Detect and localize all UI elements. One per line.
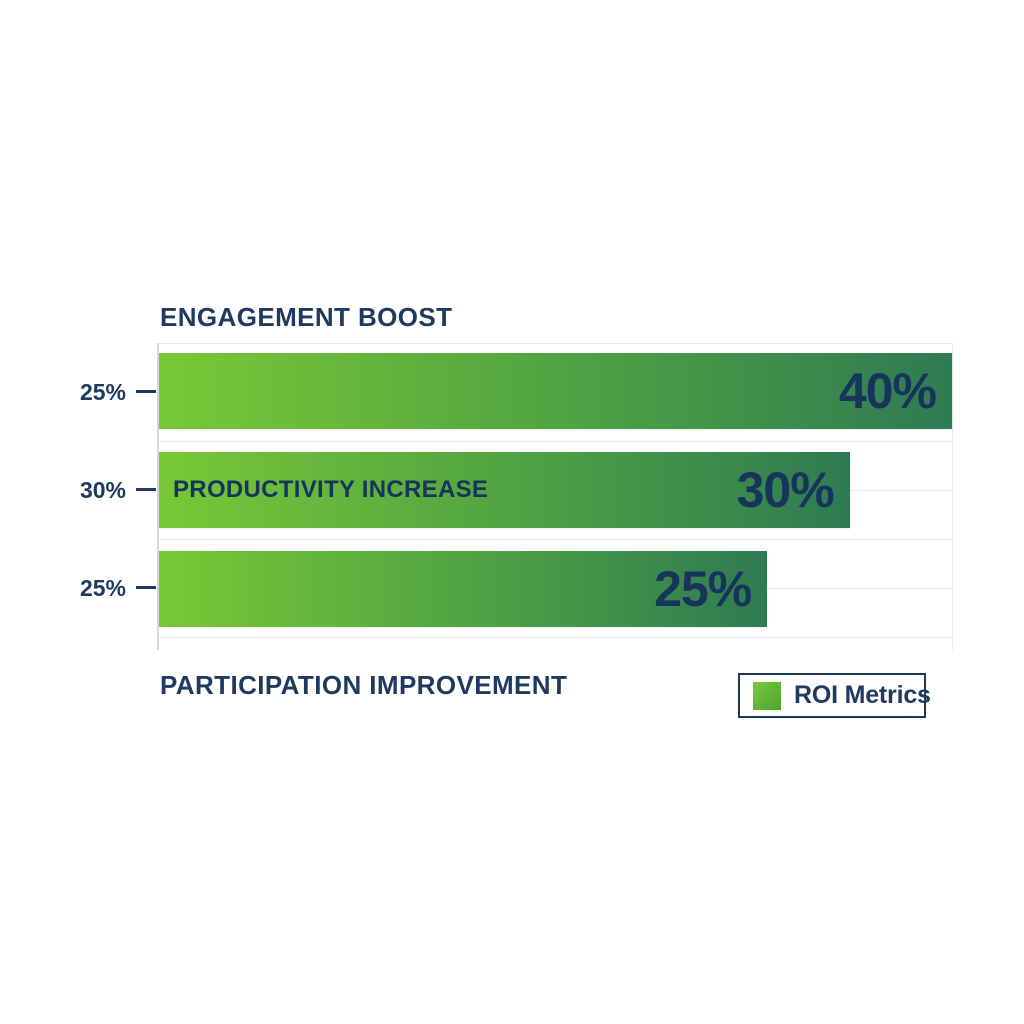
bar-engagement-boost: 40% bbox=[159, 353, 952, 429]
y-axis-tick-mark bbox=[136, 390, 156, 393]
y-axis-tick-mark bbox=[136, 586, 156, 589]
bar-value-label: 30% bbox=[736, 462, 835, 518]
bar-value-label: 40% bbox=[838, 363, 937, 419]
chart-title: ENGAGEMENT BOOST bbox=[160, 302, 453, 332]
legend-swatch-icon bbox=[753, 681, 781, 710]
bar-participation-improvement: 25% bbox=[159, 551, 768, 627]
plot-area: 40% PRODUCTIVITY INCREASE 30% 25% bbox=[157, 343, 953, 650]
y-axis-tick-label: 25% bbox=[79, 379, 126, 405]
bar-category-label: PRODUCTIVITY INCREASE bbox=[173, 476, 489, 503]
bottom-category-label: PARTICIPATION IMPROVEMENT bbox=[160, 670, 568, 700]
y-axis-tick-label: 30% bbox=[79, 477, 126, 503]
y-axis-tick-mark bbox=[136, 488, 156, 491]
bar-productivity-increase: PRODUCTIVITY INCREASE 30% bbox=[159, 452, 850, 528]
legend-label: ROI Metrics bbox=[794, 681, 931, 709]
legend: ROI Metrics bbox=[738, 673, 931, 718]
y-axis-tick-label: 25% bbox=[79, 575, 126, 601]
bar-value-label: 25% bbox=[654, 561, 752, 617]
